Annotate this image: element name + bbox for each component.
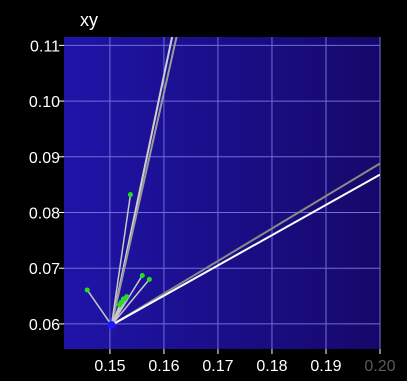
- point-spoke: [110, 278, 150, 326]
- y-tick-label: 0.11: [30, 38, 60, 55]
- x-tick-label: 0.16: [148, 358, 179, 375]
- scatter-point: [124, 294, 130, 300]
- scatter-point: [117, 302, 123, 308]
- y-tick-label: 0.09: [29, 150, 60, 167]
- ray-line: [111, 173, 380, 326]
- data-layer: [84, 37, 380, 330]
- x-tick-label: 0.19: [310, 358, 341, 375]
- y-tick-label: 0.06: [29, 317, 60, 334]
- scatter-point: [127, 192, 133, 198]
- origin-point: [107, 321, 116, 330]
- grid-layer: [64, 37, 381, 349]
- point-spoke: [110, 275, 143, 326]
- y-tick-label: 0.07: [29, 261, 60, 278]
- scatter-point: [146, 276, 152, 282]
- y-tick-label: 0.08: [29, 206, 60, 223]
- x-tick-label: 0.20: [364, 358, 395, 375]
- x-tick-label: 0.17: [202, 358, 233, 375]
- x-tick-label: 0.18: [256, 358, 287, 375]
- ray-line: [111, 162, 380, 326]
- scatter-point: [139, 272, 145, 278]
- y-tick-label: 0.10: [29, 94, 60, 111]
- point-spoke: [86, 289, 113, 326]
- x-tick-label: 0.15: [94, 358, 125, 375]
- chart-title: xy: [80, 10, 98, 30]
- ray-line: [110, 37, 178, 326]
- point-spoke: [110, 194, 132, 326]
- axis-layer: 0.15 0.16 0.17 0.18 0.19 0.20 0.06 0.07 0.08 0.09…: [29, 38, 396, 375]
- scatter-point: [84, 287, 90, 293]
